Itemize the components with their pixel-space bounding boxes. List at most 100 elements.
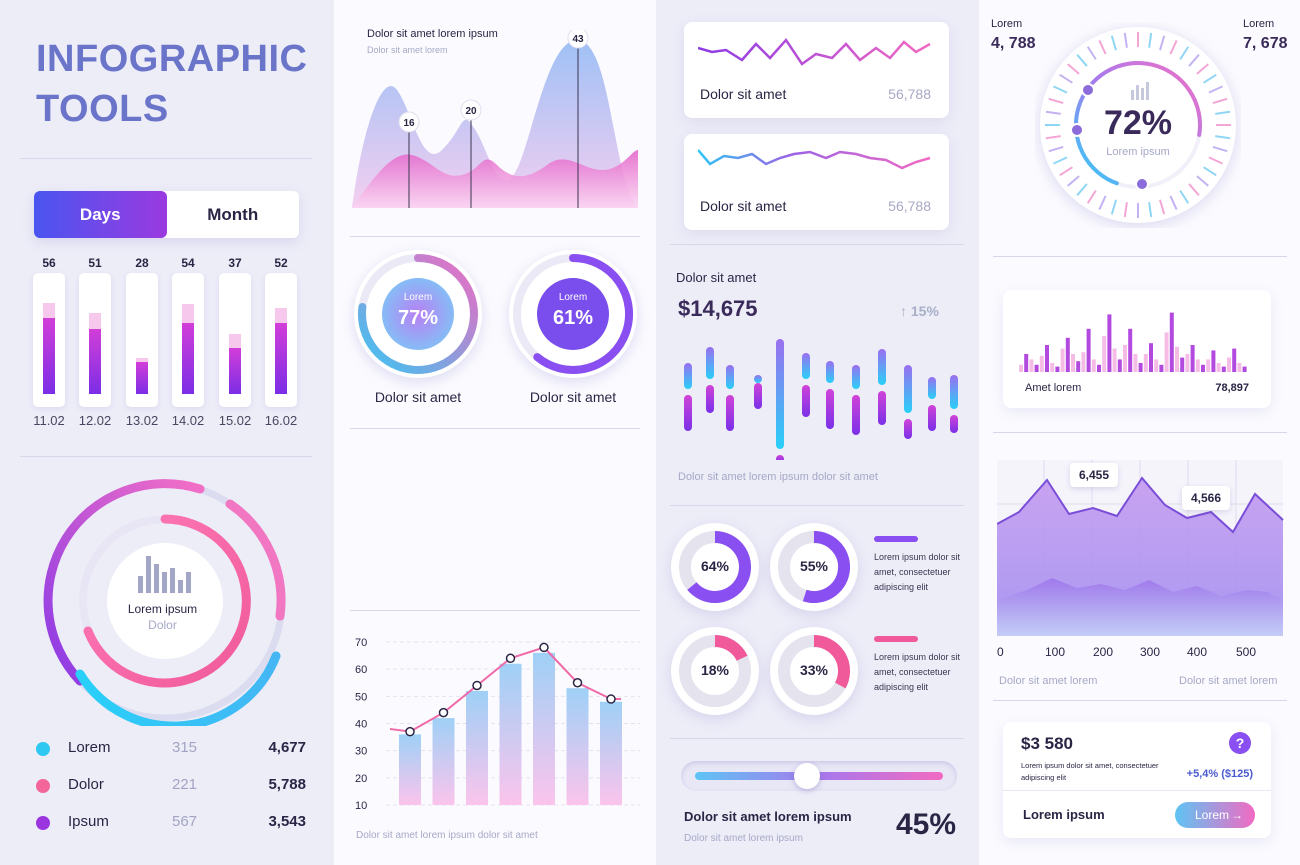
stat-label: Dolor sit amet xyxy=(676,270,757,285)
spark-label-1: Dolor sit amet xyxy=(700,86,787,102)
pill-bar-bottom xyxy=(878,391,886,425)
mini-bar xyxy=(1232,348,1237,372)
lorem-button[interactable]: Lorem → xyxy=(1175,802,1255,828)
stat-change: ↑ 15% xyxy=(900,303,939,319)
radial-label: Lorem ipsum xyxy=(127,602,198,616)
divider xyxy=(1003,790,1271,791)
marker-bubble-3 xyxy=(567,30,589,49)
donut-card: 55% xyxy=(770,523,858,611)
gauge-chart xyxy=(1040,27,1236,223)
outer-arc xyxy=(43,479,205,686)
gauge-dot-2 xyxy=(1081,83,1095,97)
legend-dot xyxy=(36,742,50,756)
column-3: Dolor sit amet 56,788 Dolor sit amet 56,… xyxy=(656,0,979,865)
bar-value: 54 xyxy=(181,256,195,270)
gauge-tick xyxy=(1169,195,1178,211)
ring-center-2 xyxy=(537,278,609,350)
x-tick-label: 100 xyxy=(1045,645,1066,659)
bar-date: 16.02 xyxy=(264,413,298,428)
donut-chart xyxy=(778,634,850,707)
donut-note-2: Lorem ipsum dolor sit amet, consectetuer… xyxy=(874,650,969,695)
combo-chart: 70 60 50 40 30 20 10 xyxy=(355,637,640,812)
lorem-button-label: Lorem xyxy=(1195,808,1230,822)
mini-bar xyxy=(1190,345,1195,372)
bar-fill xyxy=(182,322,194,394)
donut-pct: 33% xyxy=(799,662,829,678)
donut-card: 18% xyxy=(671,627,759,715)
legend-total: 4,677 xyxy=(268,739,306,756)
gauge-tick xyxy=(1076,183,1088,196)
area-caption-right: Dolor sit amet lorem xyxy=(1179,675,1278,687)
days-button[interactable]: Days xyxy=(34,191,167,238)
gauge-tick xyxy=(1123,202,1128,218)
divider xyxy=(993,256,1287,257)
marker-label-2: 20 xyxy=(465,106,477,117)
radial-progress-chart xyxy=(43,479,286,726)
slider-track[interactable] xyxy=(681,761,957,791)
pill-bar-bottom xyxy=(776,455,784,460)
stat-change-value: 15% xyxy=(910,303,939,319)
gauge-tick xyxy=(1098,39,1107,55)
bar-value: 56 xyxy=(42,256,56,270)
pill-bar-top xyxy=(878,349,886,385)
price-text-2: adipiscing elit xyxy=(1021,773,1067,782)
note-bar-2 xyxy=(874,636,918,642)
mini-bar xyxy=(1164,332,1169,372)
divider xyxy=(993,700,1287,701)
divider xyxy=(350,610,640,611)
marker-label-3: 43 xyxy=(572,34,584,45)
mini-bar xyxy=(1029,359,1034,372)
pill-bar-top xyxy=(826,361,834,383)
minibar-label: Amet lorem xyxy=(1025,382,1082,394)
combo-point xyxy=(438,707,449,718)
donut-pct: 64% xyxy=(700,558,730,574)
month-button[interactable]: Month xyxy=(207,204,259,224)
gauge-tick xyxy=(1045,135,1061,140)
mountain-front xyxy=(352,150,638,208)
bar-date: 11.02 xyxy=(33,413,65,428)
donut-chart xyxy=(679,635,751,707)
gauge-tick xyxy=(1169,39,1178,55)
slider-handle[interactable] xyxy=(793,763,820,789)
gauge-tick xyxy=(1188,54,1200,67)
gauge-left-value: 4, 788 xyxy=(991,35,1036,52)
gauge-right-value: 7, 678 xyxy=(1243,35,1288,52)
gauge-left-label: Lorem xyxy=(991,18,1023,30)
mini-bar xyxy=(1024,354,1029,372)
legend-dot xyxy=(36,779,50,793)
help-icon[interactable]: ? xyxy=(1229,732,1251,754)
slider-pct: 45% xyxy=(896,808,957,841)
minibar-card: Amet lorem 78,897 xyxy=(1003,290,1271,408)
bar-value: 51 xyxy=(88,256,102,270)
gauge-tick xyxy=(1086,190,1097,204)
y-tick-label: 70 xyxy=(355,637,367,649)
column-2: Dolor sit amet lorem ipsum Dolor sit ame… xyxy=(334,0,970,865)
gauge-pct: 72% xyxy=(1103,104,1173,142)
divider xyxy=(350,428,640,429)
y-tick-label: 10 xyxy=(355,800,367,812)
pill-bar-top xyxy=(852,365,860,389)
x-tick-label: 400 xyxy=(1187,645,1208,659)
bar-date: 15.02 xyxy=(218,413,252,428)
pill-bar-bottom xyxy=(726,395,734,431)
ring-card-1 xyxy=(354,250,482,378)
y-tick-label: 60 xyxy=(355,664,367,676)
mini-bar xyxy=(1175,346,1179,372)
gauge-tick xyxy=(1052,85,1068,94)
price-description: Lorem ipsum dolor sit amet, consectetuer… xyxy=(1021,760,1181,784)
gauge-sub: Lorem ipsum xyxy=(1106,146,1170,158)
mini-bar xyxy=(1123,345,1127,372)
mini-bar xyxy=(1019,364,1023,372)
mini-bar xyxy=(1237,363,1242,372)
divider xyxy=(350,236,640,237)
divider xyxy=(20,158,312,159)
mountain-title: Dolor sit amet lorem ipsum xyxy=(367,28,498,40)
divider xyxy=(670,505,964,506)
mini-bar xyxy=(1076,361,1081,372)
pill-bar-top xyxy=(802,353,810,379)
pill-bar-top xyxy=(754,375,762,383)
mini-bar xyxy=(1138,363,1143,372)
gauge-tick xyxy=(1048,146,1064,153)
spark-label-2: Dolor sit amet xyxy=(700,198,787,214)
mini-bar xyxy=(1216,363,1221,372)
